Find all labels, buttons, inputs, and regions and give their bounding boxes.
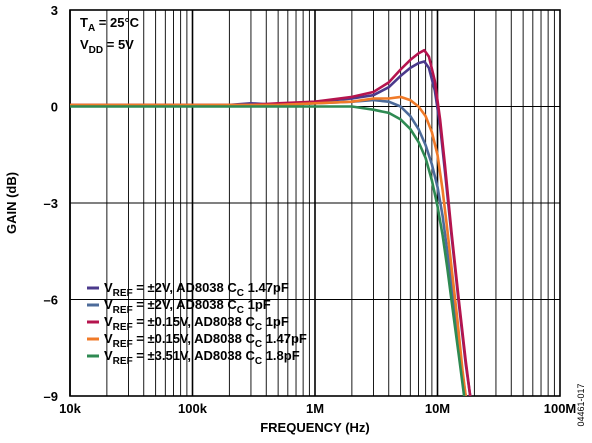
series-line-4 [70, 95, 467, 396]
y-axis-label: GAIN (dB) [4, 172, 19, 234]
y-tick-label: 0 [51, 100, 58, 115]
y-tick-label: –9 [44, 389, 58, 404]
x-tick-label: 100k [178, 401, 208, 416]
x-axis-label: FREQUENCY (Hz) [260, 420, 370, 435]
condition-text: TA = 25°C [80, 15, 140, 34]
series-line-5 [70, 105, 466, 396]
figure-id: 04461-017 [576, 383, 586, 426]
series-lines [70, 48, 472, 396]
legend-entry: VREF = ±3.51V, AD8038 CC 1.8pF [104, 348, 300, 367]
legend-entry: VREF = ±2V, AD8038 CC 1.47pF [104, 280, 289, 299]
axes: 10k 100k 1M 10M 100M 3 0 –3 –6 –9 [44, 3, 577, 416]
legend-entry: VREF = ±0.15V, AD8038 CC 1pF [104, 314, 289, 333]
plot-frame [69, 9, 561, 397]
y-tick-label: 3 [51, 3, 58, 18]
condition-text: VDD = 5V [80, 37, 134, 56]
grid [69, 9, 560, 397]
x-tick-label: 10k [59, 401, 81, 416]
y-tick-label: –6 [44, 293, 58, 308]
y-tick-label: –3 [44, 196, 58, 211]
test-conditions: TA = 25°C VDD = 5V [80, 15, 140, 56]
legend-entry: VREF = ±2V, AD8038 CC 1pF [104, 297, 271, 316]
x-tick-label: 10M [425, 401, 450, 416]
x-tick-label: 1M [306, 401, 324, 416]
legend-entry: VREF = ±0.15V, AD8038 CC 1.47pF [104, 331, 307, 350]
x-tick-label: 100M [544, 401, 577, 416]
